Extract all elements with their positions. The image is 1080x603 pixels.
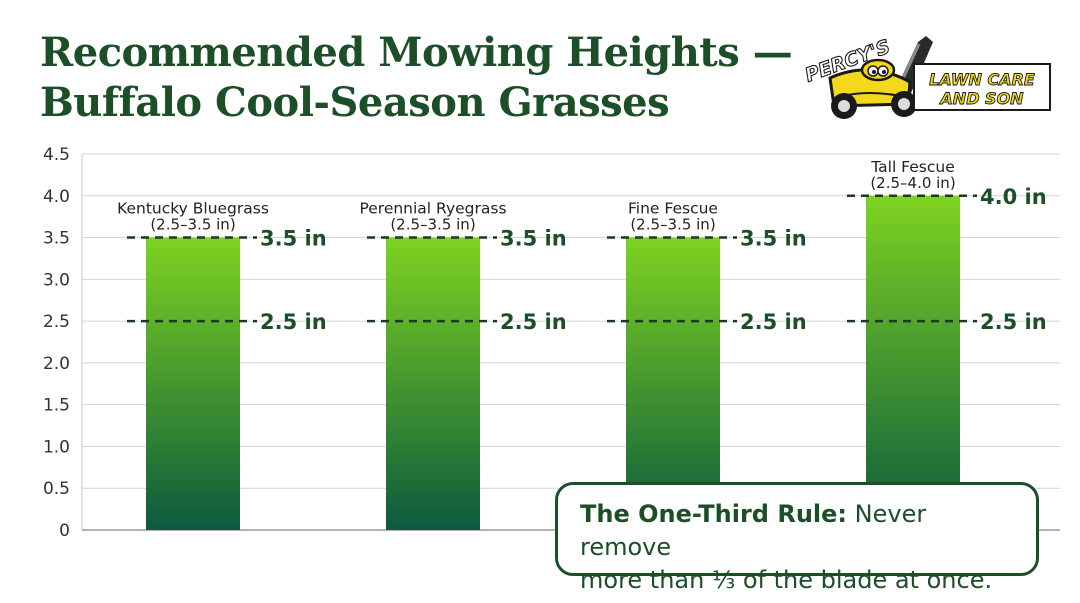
y-tick-label: 2.0 [43, 354, 70, 374]
chart-title: Recommended Mowing Heights — Buffalo Coo… [40, 28, 800, 128]
category-label: Tall Fescue [870, 158, 955, 176]
rule-label: The One-Third Rule: [580, 500, 848, 528]
y-tick-label: 4.0 [43, 187, 70, 207]
y-axis-ticks: 0 0.5 1.0 1.5 2.0 2.5 3.0 3.5 4.0 4.5 [43, 145, 70, 541]
y-tick-label: 1.0 [43, 437, 70, 457]
y-tick-label: 1.5 [43, 396, 70, 416]
max-height-label: 3.5 in [740, 227, 807, 251]
y-tick-label: 2.5 [43, 312, 70, 332]
bar [386, 237, 480, 531]
range-label: (2.5–4.0 in) [870, 174, 955, 192]
chart-title-line-2: Buffalo Cool-Season Grasses [40, 79, 670, 126]
min-height-label: 2.5 in [980, 310, 1047, 334]
chart-title-line-1: Recommended Mowing Heights — [40, 29, 793, 76]
bar-labels: Kentucky Bluegrass(2.5–3.5 in)3.5 in2.5 … [117, 158, 1047, 334]
y-tick-label: 0 [59, 521, 70, 541]
y-tick-label: 3.0 [43, 270, 70, 290]
min-height-label: 2.5 in [260, 310, 327, 334]
range-label: (2.5–3.5 in) [630, 216, 715, 234]
max-height-label: 3.5 in [260, 227, 327, 251]
company-logo: PERCY'S LAWN CARE AND SON [802, 35, 1051, 119]
bars [146, 195, 960, 531]
category-label: Kentucky Bluegrass [117, 200, 269, 218]
lawn-mower-icon [828, 36, 933, 119]
max-height-label: 3.5 in [500, 227, 567, 251]
bar [626, 237, 720, 531]
min-height-label: 2.5 in [500, 310, 567, 334]
bar [866, 195, 960, 530]
bar [146, 237, 240, 531]
rule-text-1: Never remove [580, 500, 927, 561]
max-height-label: 4.0 in [980, 185, 1047, 209]
one-third-rule-callout: The One-Third Rule: Never remove more th… [555, 482, 1039, 594]
category-label: Perennial Ryegrass [359, 200, 506, 218]
range-label: (2.5–3.5 in) [150, 216, 235, 234]
logo-brand-line1: LAWN CARE [929, 70, 1035, 89]
logo-brand-line2: AND SON [938, 89, 1024, 108]
min-height-label: 2.5 in [740, 310, 807, 334]
range-label: (2.5–3.5 in) [390, 216, 475, 234]
rule-text-2: more than ⅓ of the blade at once. [580, 566, 993, 594]
y-tick-label: 3.5 [43, 229, 70, 249]
y-tick-label: 0.5 [43, 479, 70, 499]
y-tick-label: 4.5 [43, 145, 70, 165]
category-label: Fine Fescue [628, 200, 718, 218]
